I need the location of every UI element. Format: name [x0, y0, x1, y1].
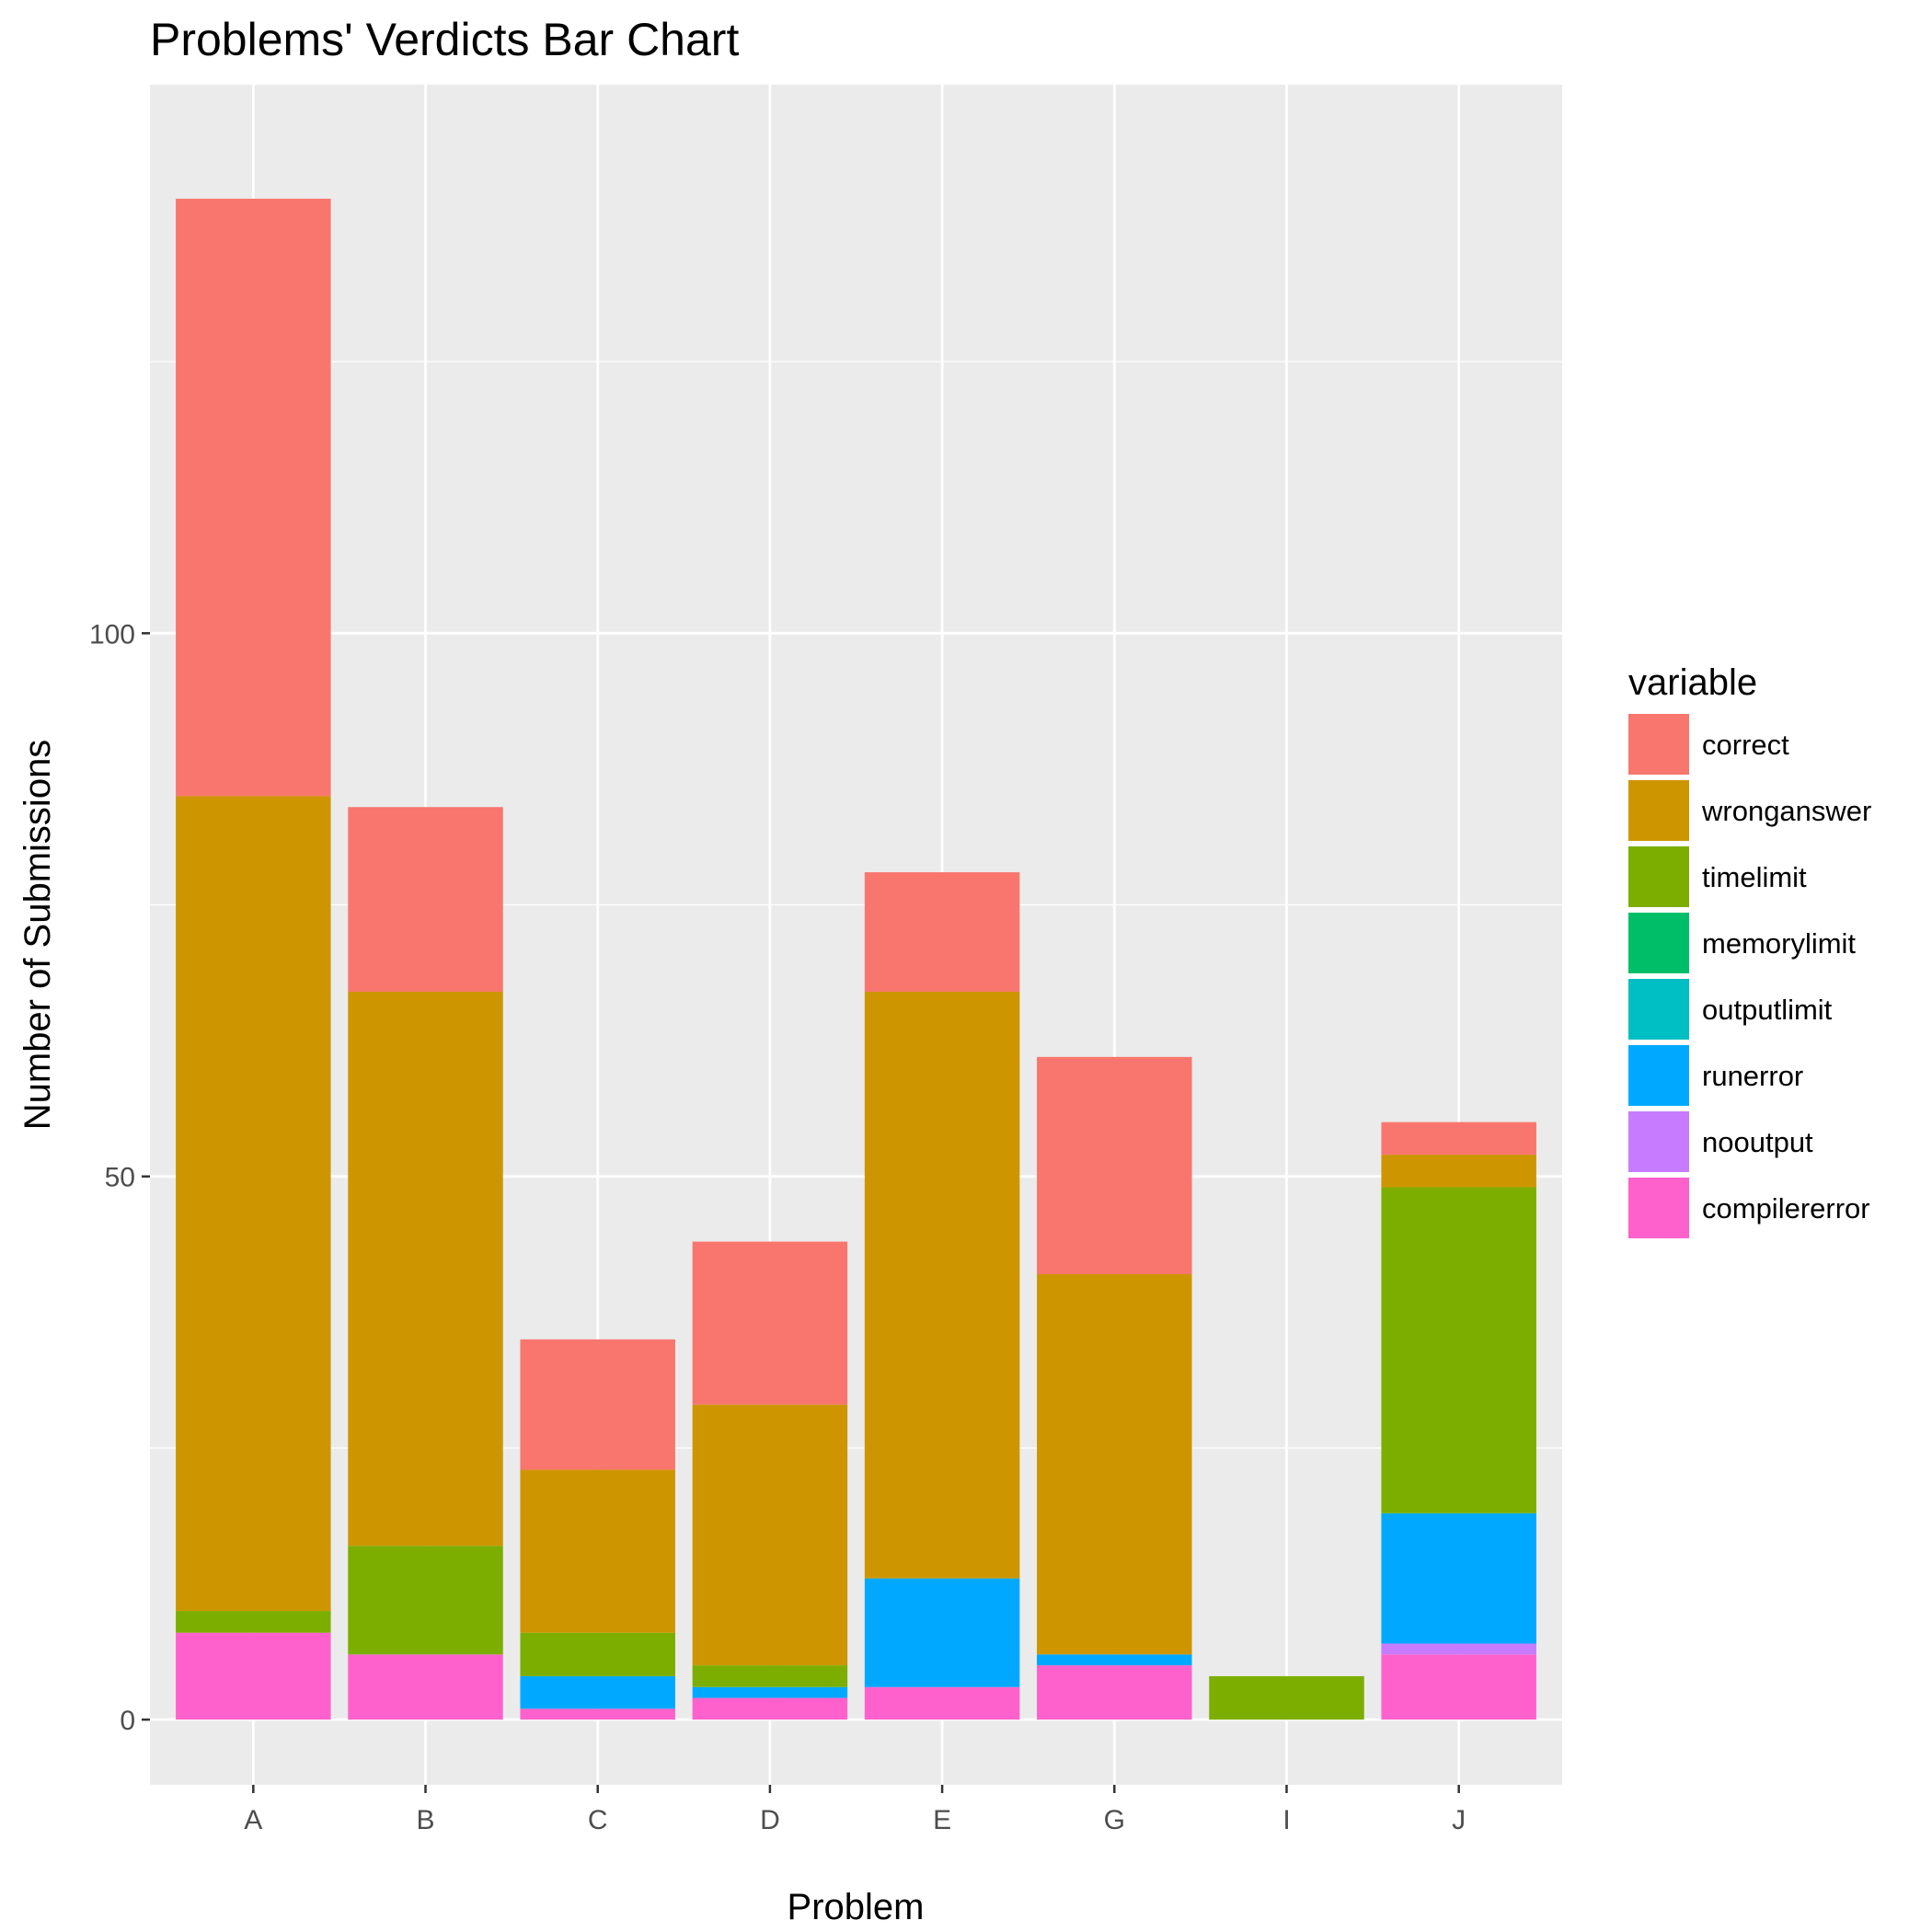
legend-label-nooutput: nooutput [1702, 1126, 1813, 1158]
bar-segment-A-correct [176, 198, 331, 797]
x-tick-label: I [1282, 1805, 1290, 1835]
x-tick-label: C [588, 1805, 608, 1835]
x-tick-label: B [417, 1805, 435, 1835]
bar-segment-D-runerror [692, 1686, 848, 1698]
x-tick-label: A [244, 1805, 262, 1835]
bar-segment-G-wronganswer [1037, 1274, 1192, 1655]
bar-segment-C-compilererror [520, 1708, 675, 1720]
bar-segment-C-timelimit [520, 1632, 675, 1676]
bar-segments [176, 198, 1536, 1720]
y-tick-label: 50 [105, 1163, 135, 1193]
legend-title: variable [1628, 662, 1757, 703]
legend-label-timelimit: timelimit [1702, 861, 1807, 893]
legend-key-nooutput [1628, 1111, 1689, 1172]
legend-key-runerror [1628, 1045, 1689, 1106]
legend-key-memorylimit [1628, 913, 1689, 973]
bar-segment-E-wronganswer [864, 991, 1020, 1579]
bar-segment-J-timelimit [1381, 1187, 1536, 1513]
bar-segment-B-timelimit [348, 1546, 503, 1655]
legend-items: correct wronganswer timelimit memorylimit ou… [1628, 714, 1871, 1238]
bar-segment-B-correct [348, 807, 503, 992]
bar-segment-G-correct [1037, 1056, 1192, 1275]
bar-segment-J-correct [1381, 1121, 1536, 1156]
y-axis: 0 50 100 [89, 619, 150, 1736]
legend: variable correct wronganswer timelimit memo… [1628, 662, 1871, 1238]
bar-segment-C-wronganswer [520, 1469, 675, 1633]
bar-segment-A-timelimit [176, 1611, 331, 1633]
bar-segment-J-nooutput [1381, 1643, 1536, 1655]
x-tick-label: J [1452, 1805, 1466, 1835]
bar-segment-C-runerror [520, 1675, 675, 1709]
legend-label-correct: correct [1702, 729, 1789, 761]
x-tick-label: G [1104, 1805, 1125, 1835]
bar-segment-D-compilererror [692, 1697, 848, 1720]
chart-title: Problems' Verdicts Bar Chart [150, 14, 739, 65]
bar-segment-G-runerror [1037, 1654, 1192, 1666]
bar-segment-C-correct [520, 1339, 675, 1470]
legend-key-wronganswer [1628, 780, 1689, 841]
legend-key-timelimit [1628, 846, 1689, 907]
bar-segment-D-wronganswer [692, 1404, 848, 1666]
bar-segment-J-wronganswer [1381, 1155, 1536, 1188]
bar-segment-I-timelimit [1209, 1675, 1364, 1720]
legend-label-wronganswer: wronganswer [1701, 795, 1871, 827]
legend-label-memorylimit: memorylimit [1702, 927, 1856, 960]
bar-segment-B-compilererror [348, 1654, 503, 1720]
bar-segment-B-wronganswer [348, 991, 503, 1547]
legend-key-correct [1628, 714, 1689, 775]
legend-label-runerror: runerror [1702, 1060, 1803, 1092]
legend-label-compilererror: compilererror [1702, 1192, 1870, 1225]
x-tick-label: D [760, 1805, 780, 1835]
bar-segment-G-compilererror [1037, 1665, 1192, 1720]
bar-segment-J-compilererror [1381, 1654, 1536, 1720]
bar-segment-E-correct [864, 872, 1020, 992]
legend-key-outputlimit [1628, 979, 1689, 1040]
y-tick-label: 100 [89, 619, 135, 650]
x-axis-title: Problem [788, 1887, 925, 1927]
bar-segment-A-wronganswer [176, 796, 331, 1612]
bar-segment-A-compilererror [176, 1632, 331, 1720]
legend-label-outputlimit: outputlimit [1702, 994, 1833, 1026]
bar-segment-D-timelimit [692, 1665, 848, 1687]
legend-key-compilererror [1628, 1178, 1689, 1238]
bar-segment-E-compilererror [864, 1686, 1020, 1720]
bar-segment-J-runerror [1381, 1512, 1536, 1644]
bar-segment-D-correct [692, 1241, 848, 1405]
bar-segment-E-runerror [864, 1578, 1020, 1687]
y-tick-label: 0 [120, 1706, 135, 1736]
x-tick-label: E [933, 1805, 951, 1835]
y-axis-title: Number of Submissions [17, 740, 58, 1131]
